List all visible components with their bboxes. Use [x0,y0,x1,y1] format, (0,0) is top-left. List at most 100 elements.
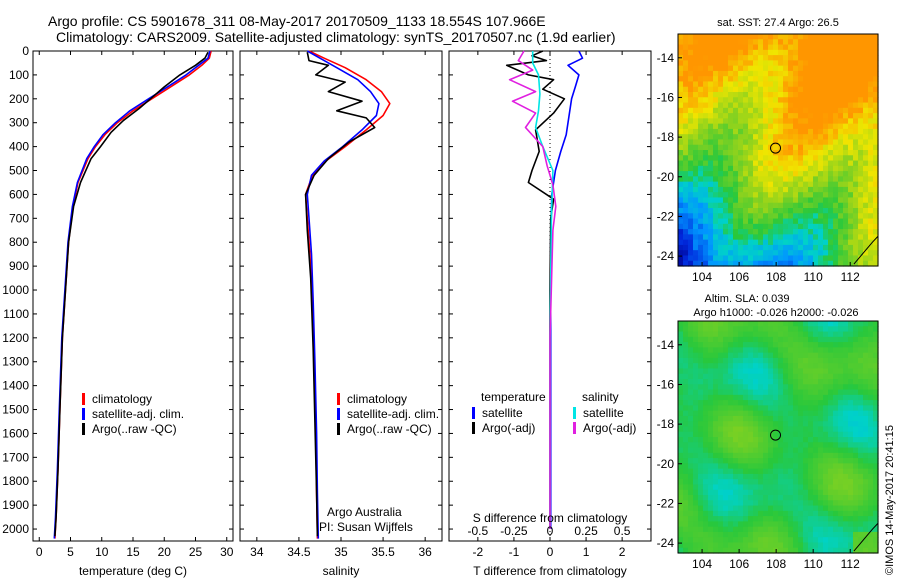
heatmap-cell [798,500,804,507]
heatmap-cell [818,484,824,491]
heatmap-cell [823,352,829,359]
heatmap-cell [778,244,784,251]
heatmap-cell [738,139,744,146]
heatmap-cell [848,144,854,151]
heatmap-cell [718,547,724,554]
heatmap-cell [833,165,839,172]
heatmap-cell [758,500,764,507]
annotation-line2: PI: Susan Wijffels [319,520,413,534]
heatmap-cell [833,516,839,522]
heatmap-cell [828,81,834,88]
heatmap-cell [698,547,704,554]
heatmap-cell [728,410,734,417]
heatmap-cell [793,55,799,61]
heatmap-cell [788,70,794,77]
heatmap-cell [733,431,739,438]
heatmap-cell [758,384,764,391]
heatmap-cell [773,484,779,491]
heatmap-cell [828,542,834,549]
heatmap-cell [843,102,849,109]
heatmap-cell [793,49,799,56]
heatmap-cell [683,331,689,338]
heatmap-cell [763,44,769,51]
heatmap-cell [763,373,769,380]
heatmap-cell [853,229,859,235]
heatmap-cell [708,505,714,512]
heatmap-cell [868,373,874,380]
heatmap-cell [793,123,799,130]
heatmap-cell [788,442,794,449]
heatmap-cell [843,208,849,214]
heatmap-cell [853,468,859,475]
heatmap-cell [683,260,689,267]
heatmap-cell [758,389,764,396]
heatmap-cell [828,500,834,507]
heatmap-cell [798,547,804,554]
heatmap-cell [718,495,724,501]
heatmap-cell [713,373,719,380]
heatmap-cell [773,250,779,257]
heatmap-cell [778,373,784,380]
heatmap-cell [793,426,799,433]
heatmap-cell [858,34,864,40]
heatmap-cell [688,150,694,156]
heatmap-cell [788,123,794,130]
heatmap-cell [828,463,834,470]
x-tick-label: -2 [473,545,484,559]
heatmap-cell [678,49,684,56]
heatmap-cell [853,531,859,538]
heatmap-cell [738,44,744,51]
heatmap-cell [683,379,689,385]
heatmap-cell [873,44,879,51]
heatmap-cell [868,123,874,130]
heatmap-cell [723,379,729,385]
heatmap-cell [788,426,794,433]
heatmap-cell [863,97,869,104]
heatmap-cell [823,255,829,262]
heatmap-cell [738,516,744,522]
heatmap-cell [853,92,859,98]
heatmap-cell [808,437,814,443]
heatmap-cell [823,213,829,220]
heatmap-cell [678,510,684,517]
heatmap-cell [818,176,824,183]
heatmap-cell [833,437,839,443]
heatmap-cell [723,458,729,464]
heatmap-cell [683,86,689,93]
heatmap-cell [683,363,689,370]
heatmap-cell [833,505,839,512]
heatmap-cell [823,537,829,544]
heatmap-cell [693,260,699,267]
heatmap-cell [873,218,879,225]
heatmap-cell [743,65,749,72]
heatmap-cell [788,44,794,51]
heatmap-cell [733,34,739,40]
heatmap-cell [708,197,714,204]
heatmap-cell [713,81,719,88]
heatmap-cell [773,123,779,130]
heatmap-cell [783,447,789,454]
heatmap-cell [713,347,719,354]
heatmap-cell [758,160,764,167]
heatmap-cell [848,326,854,333]
heatmap-cell [748,421,754,428]
heatmap-cell [818,400,824,406]
heatmap-cell [868,426,874,433]
heatmap-cell [733,521,739,528]
heatmap-cell [873,223,879,230]
heatmap-cell [723,357,729,364]
heatmap-cell [863,363,869,370]
heatmap-cell [798,134,804,141]
heatmap-cell [743,144,749,151]
heatmap-cell [713,463,719,470]
heatmap-cell [743,394,749,401]
x-axis-label: T difference from climatology [473,564,627,578]
heatmap-cell [693,384,699,391]
heatmap-cell [758,229,764,235]
heatmap-cell [738,250,744,257]
heatmap-cell [783,181,789,188]
heatmap-cell [718,500,724,507]
heatmap-cell [778,347,784,354]
heatmap-cell [848,479,854,486]
heatmap-cell [688,239,694,246]
